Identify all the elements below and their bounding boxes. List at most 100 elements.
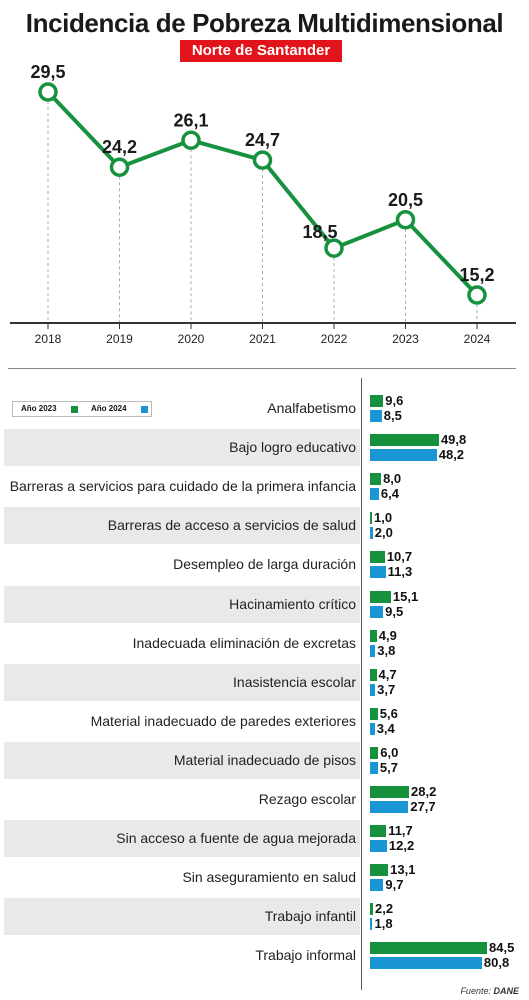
bar-axis-line [361,378,362,990]
category-label: Analfabetismo [267,400,356,416]
category-row: Material inadecuado de pisos [4,741,360,779]
bar [370,825,387,838]
bar-value-label: 15,1 [392,588,419,604]
bar [370,801,409,813]
bar [370,722,375,735]
bar [370,918,373,931]
source-name: DANE [493,986,519,996]
bar-value-label: 84,5 [489,940,515,956]
category-row: Hacinamiento crítico [4,585,360,623]
data-label: 20,5 [388,190,423,210]
x-tick-label: 2020 [178,332,205,346]
data-label: 15,2 [459,265,494,285]
category-row: Barreras a servicios para cuidado de la … [4,468,360,505]
bar-value-label: 2,0 [374,525,393,541]
category-row: Bajo logro educativo [4,429,360,467]
bar [370,864,389,877]
bar-value-label: 3,8 [377,642,396,658]
category-row: Trabajo informal [4,937,360,974]
data-point [252,150,273,170]
bar [370,707,378,720]
category-row: Desempleo de larga duración [4,546,360,583]
bar [370,668,377,681]
bar [370,903,374,916]
bar [370,512,372,525]
legend-label-2024: Año 2024 [91,404,127,413]
source-note: Fuente: DANE [460,986,519,996]
category-label: Material inadecuado de pisos [173,751,356,768]
x-tick-label: 2023 [392,332,419,346]
category-label: Sin acceso a fuente de agua mejorada [116,830,356,847]
bar-value-label: 11,3 [387,564,413,580]
bar-value-label: 3,7 [377,681,396,697]
bar-value-label: 9,6 [385,393,404,408]
data-label: 18,5 [302,222,337,242]
x-tick-label: 2021 [249,332,276,346]
data-point [181,130,201,151]
bar-value-label: 1,8 [374,916,393,932]
bar [370,473,382,486]
legend: Año 2023 Año 2024 [12,401,152,417]
bar-value-label: 2,2 [375,901,394,917]
bar [370,566,386,579]
legend-label-2023: Año 2023 [21,404,57,413]
bar-value-label: 5,6 [379,705,398,721]
bar [370,395,384,407]
section-divider [8,368,516,369]
bar-value-label: 49,8 [440,432,467,448]
bar-value-label: 8,5 [383,408,402,423]
legend-swatch-2023 [71,406,78,413]
bar-value-label: 3,4 [376,720,395,736]
category-label: Inadecuada eliminación de excretas [132,634,356,651]
bar-value-label: 1,0 [374,510,393,526]
category-label: Material inadecuado de paredes exteriore… [90,712,356,729]
category-label: Hacinamiento crítico [229,595,356,612]
bar [370,551,385,564]
category-label: Sin aseguramiento en salud [182,869,356,886]
bar-value-label: 8,0 [383,471,402,487]
bar [370,942,487,955]
bar [370,527,373,540]
bar [370,605,384,618]
bar-value-label: 4,7 [378,666,397,682]
category-row: Rezago escolar [4,781,360,818]
category-row: Inadecuada eliminación de excretas [4,625,360,662]
x-tick-label: 2024 [464,332,491,346]
bar [370,746,379,759]
source-label: Fuente: [460,986,491,996]
x-tick-label: 2019 [106,332,133,346]
bar [370,840,387,853]
bar [370,410,382,422]
data-point [109,157,130,177]
category-row: Material inadecuado de paredes exteriore… [4,703,360,740]
bar-value-label: 12,2 [388,838,415,854]
bar-value-label: 48,2 [438,447,465,463]
category-label: Barreras de acceso a servicios de salud [107,517,356,534]
bar-value-label: 10,7 [386,549,413,565]
chart-subtitle: Norte de Santander [180,40,342,62]
bar [370,879,384,892]
bar [370,957,482,970]
bar-value-label: 5,7 [379,759,398,775]
category-row: Analfabetismo [4,390,360,427]
x-tick-label: 2018 [35,332,62,346]
category-label: Desempleo de larga duración [173,556,356,573]
bar-value-label: 11,7 [388,823,413,839]
category-row: Trabajo infantil [4,898,360,936]
bar-value-label: 6,0 [380,744,399,760]
bar-value-label: 6,4 [380,486,399,502]
category-label: Rezago escolar [258,791,356,807]
bar [370,761,378,774]
bar [370,683,376,696]
bar-value-label: 80,8 [483,955,510,971]
bar [370,644,376,657]
bar [370,590,391,603]
bar [370,434,439,447]
bar-value-label: 28,2 [411,784,437,799]
data-label: 26,1 [173,110,208,130]
category-label: Inasistencia escolar [233,673,356,690]
category-row: Inasistencia escolar [4,663,360,701]
line-chart: 2018 2019 2020 2021 2022 2023 2024 29,5 24,2 26,1… [10,62,516,346]
category-label: Trabajo informal [255,947,356,964]
category-label: Bajo logro educativo [229,439,356,456]
